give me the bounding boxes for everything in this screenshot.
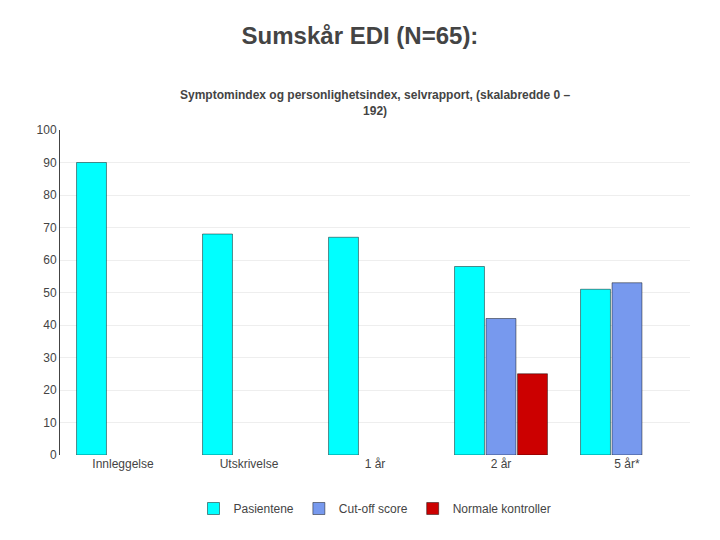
svg-text:50: 50 <box>43 286 57 300</box>
svg-text:0: 0 <box>50 448 57 462</box>
svg-text:Utskrivelse: Utskrivelse <box>220 457 279 471</box>
svg-text:20: 20 <box>43 383 57 397</box>
svg-text:Pasientene: Pasientene <box>234 502 294 516</box>
svg-text:30: 30 <box>43 351 57 365</box>
svg-text:1 år: 1 år <box>365 457 386 471</box>
svg-text:80: 80 <box>43 188 57 202</box>
svg-text:Innleggelse: Innleggelse <box>92 457 154 471</box>
svg-text:2 år: 2 år <box>491 457 512 471</box>
svg-text:Normale kontroller: Normale kontroller <box>453 502 551 516</box>
svg-text:5 år*: 5 år* <box>614 457 640 471</box>
svg-text:100: 100 <box>37 123 57 137</box>
svg-text:Cut-off score: Cut-off score <box>339 502 408 516</box>
svg-text:60: 60 <box>43 253 57 267</box>
svg-text:70: 70 <box>43 221 57 235</box>
svg-text:Sumskår EDI (N=65):: Sumskår EDI (N=65): <box>242 22 479 49</box>
svg-text:10: 10 <box>43 416 57 430</box>
svg-text:40: 40 <box>43 318 57 332</box>
svg-text:Symptomindex og personlighetsi: Symptomindex og personlighetsindex, selv… <box>180 88 570 118</box>
svg-text:90: 90 <box>43 156 57 170</box>
